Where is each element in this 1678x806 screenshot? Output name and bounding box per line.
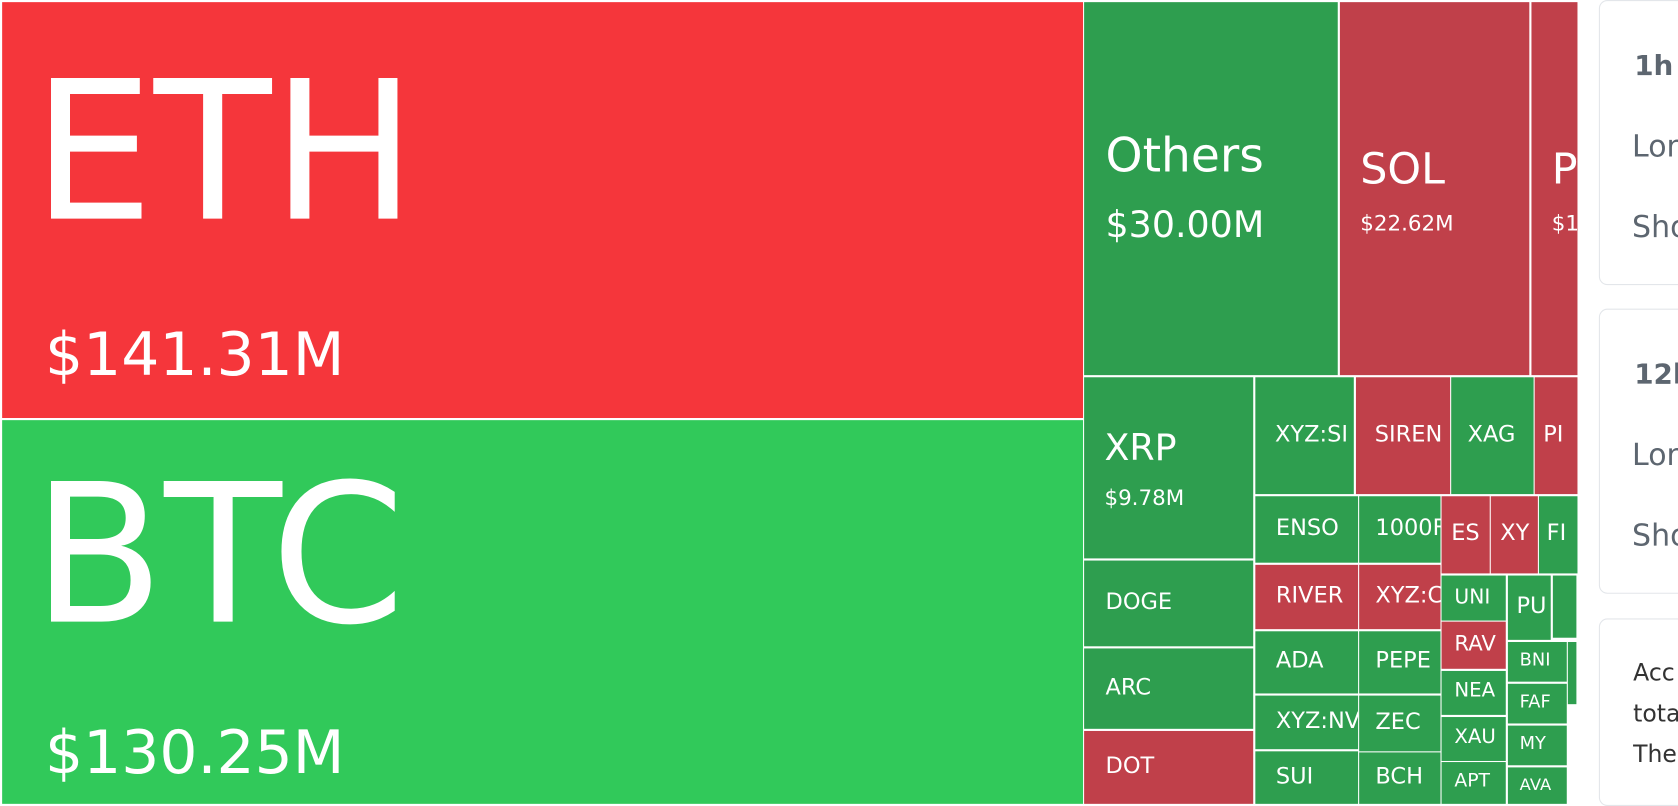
tile-value: $1 bbox=[1551, 210, 1578, 236]
tile-label: ETH bbox=[32, 40, 417, 265]
tile-label: P bbox=[1551, 144, 1578, 194]
tile: APT bbox=[1441, 762, 1506, 804]
tile-label: XY bbox=[1500, 520, 1530, 547]
card-row: Lon bbox=[1632, 437, 1678, 473]
tile: XAG bbox=[1451, 377, 1534, 495]
note-line: tota bbox=[1633, 700, 1678, 728]
tile: P $1 bbox=[1531, 2, 1578, 376]
tile: ENSO bbox=[1255, 496, 1359, 563]
tile: RAV bbox=[1441, 621, 1506, 669]
tile-label: XRP bbox=[1104, 426, 1177, 470]
tile: BCH bbox=[1359, 752, 1441, 804]
tile-label: Others bbox=[1105, 128, 1264, 184]
tile-label: SUI bbox=[1275, 763, 1314, 789]
tile-label: XYZ:C bbox=[1375, 582, 1441, 609]
tile-label: MY bbox=[1519, 733, 1546, 754]
tile-label: SIREN bbox=[1374, 421, 1443, 447]
card-row: Lon bbox=[1632, 128, 1678, 164]
tile-label: FI bbox=[1546, 520, 1567, 547]
tile-label: DOT bbox=[1105, 752, 1155, 779]
tile-label: NEA bbox=[1454, 679, 1496, 703]
tile: ARC bbox=[1084, 648, 1254, 729]
tile-value: $30.00M bbox=[1105, 203, 1265, 247]
tile: ZEC bbox=[1359, 695, 1441, 752]
tile-label: PI bbox=[1543, 421, 1564, 447]
tile-label: BTC bbox=[32, 443, 406, 668]
tile: SUI bbox=[1255, 751, 1359, 804]
tile-label: XAG bbox=[1467, 421, 1516, 447]
tile-value: $9.78M bbox=[1104, 484, 1185, 511]
tile: ADA bbox=[1255, 631, 1359, 694]
tile: Others $30.00M bbox=[1084, 2, 1338, 376]
tile-label: ADA bbox=[1275, 647, 1324, 674]
tile: UNI bbox=[1441, 575, 1506, 621]
tile: XY bbox=[1490, 496, 1538, 574]
tile-label: ENSO bbox=[1275, 514, 1339, 541]
tile: FI bbox=[1538, 496, 1578, 574]
note-line: Acc bbox=[1633, 660, 1675, 688]
tile-label: 1000F bbox=[1375, 514, 1441, 541]
tile: AVA bbox=[1507, 767, 1567, 804]
tile: XAU bbox=[1441, 717, 1506, 761]
tile: DOT bbox=[1084, 730, 1254, 804]
tile: XYZ:C bbox=[1359, 564, 1441, 630]
stat-card: 12h Lon Sho bbox=[1598, 308, 1678, 594]
tile-label: PU bbox=[1516, 593, 1547, 619]
tile: DOGE bbox=[1084, 560, 1254, 647]
tile-label: ES bbox=[1451, 520, 1480, 547]
tile: XRP $9.78M bbox=[1084, 377, 1254, 559]
tile: FAF bbox=[1507, 683, 1567, 724]
card-title: 12h bbox=[1634, 359, 1678, 392]
tile-label: PEPE bbox=[1375, 647, 1431, 674]
tile: MY bbox=[1507, 725, 1567, 766]
tile: PEPE bbox=[1359, 631, 1441, 694]
tile-label: BNI bbox=[1519, 649, 1551, 671]
tile: PU bbox=[1507, 575, 1551, 640]
card-row: Sho bbox=[1632, 517, 1678, 554]
tile: ES bbox=[1441, 496, 1490, 574]
tile-label: RIVER bbox=[1275, 582, 1344, 609]
tile-value: $130.25M bbox=[44, 718, 345, 788]
tile-label: XYZ:NV bbox=[1275, 707, 1359, 734]
tile: 1000F bbox=[1359, 496, 1441, 563]
card-row: Sho bbox=[1632, 209, 1678, 245]
tile: BTC $130.25M bbox=[2, 420, 1084, 804]
tile: XYZ:SI bbox=[1255, 377, 1354, 495]
tile-label: APT bbox=[1454, 770, 1491, 792]
tile-label: SOL bbox=[1360, 144, 1445, 194]
tile: SIREN bbox=[1355, 377, 1451, 495]
tile-label: BCH bbox=[1375, 763, 1424, 790]
tile: NEA bbox=[1441, 670, 1506, 715]
tile bbox=[1567, 642, 1577, 705]
note-card: Acc tota The bbox=[1598, 618, 1678, 806]
tile-value: $141.31M bbox=[44, 320, 345, 391]
tile-label: AVA bbox=[1519, 774, 1552, 794]
tile-label: XYZ:SI bbox=[1275, 421, 1349, 447]
tile: BNI bbox=[1507, 642, 1567, 682]
tile-label: FAF bbox=[1519, 691, 1551, 713]
tile: SOL $22.62M bbox=[1339, 2, 1530, 376]
tile-label: UNI bbox=[1454, 584, 1491, 609]
tile-label: DOGE bbox=[1105, 588, 1173, 615]
stat-card: 1h Lon Sho bbox=[1598, 0, 1678, 286]
tile: ETH $141.31M bbox=[2, 2, 1084, 419]
tile: PI bbox=[1534, 377, 1578, 495]
tile bbox=[1552, 575, 1577, 638]
tile-label: RAV bbox=[1454, 631, 1496, 657]
tile-label: XAU bbox=[1454, 725, 1496, 749]
note-line: The bbox=[1633, 741, 1677, 769]
tile-value: $22.62M bbox=[1360, 210, 1454, 236]
tile-label: ARC bbox=[1105, 674, 1152, 700]
tile: XYZ:NV bbox=[1255, 695, 1359, 750]
tile: RIVER bbox=[1255, 564, 1359, 630]
tile-label: ZEC bbox=[1375, 708, 1421, 735]
card-title: 1h bbox=[1634, 50, 1674, 83]
